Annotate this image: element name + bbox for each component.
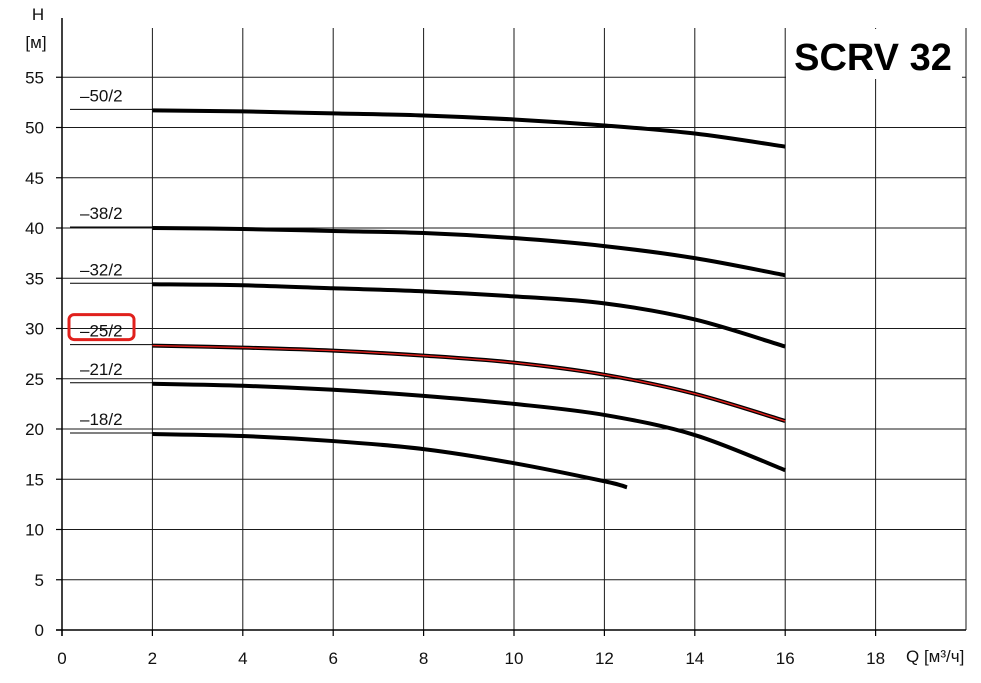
x-tick-label: 4 (238, 649, 247, 668)
x-tick-label: 6 (328, 649, 337, 668)
chart-title-box (786, 29, 962, 79)
y-tick-label: 50 (25, 119, 44, 138)
y-tick-label: 40 (25, 219, 44, 238)
series-group (152, 108, 786, 490)
series-label: –21/2 (80, 360, 123, 379)
x-tick-label: 16 (776, 649, 795, 668)
x-axis-title: Q [м³/ч] (906, 647, 964, 666)
x-tick-label: 0 (57, 649, 66, 668)
series-label: –18/2 (80, 410, 123, 429)
x-tick-label: 10 (505, 649, 524, 668)
series-label: –38/2 (80, 204, 123, 223)
y-axis-title: H (32, 5, 44, 24)
grid (62, 28, 967, 630)
y-tick-label: 30 (25, 320, 44, 339)
highlight-box (67, 313, 136, 342)
y-tick-label: 35 (25, 269, 44, 288)
series-line (152, 432, 628, 490)
chart-title: SCRV 32 (794, 37, 952, 79)
y-tick-label: 20 (25, 420, 44, 439)
axes (56, 18, 966, 636)
series-line (152, 381, 786, 473)
y-tick-label: 55 (25, 68, 44, 87)
tick-labels: 0 2 4 6 8 10 12 14 16 18 0 5 10 15 20 25 30 35 40 45 50 55 (25, 68, 885, 668)
series-line (152, 343, 786, 423)
series-line (152, 282, 786, 349)
y-tick-label: 45 (25, 169, 44, 188)
series-line-highlight (152, 344, 786, 422)
x-tick-label: 14 (685, 649, 704, 668)
x-tick-label: 12 (595, 649, 614, 668)
series-line (152, 226, 786, 278)
y-tick-label: 10 (25, 521, 44, 540)
x-tick-label: 2 (148, 649, 157, 668)
series-label: –50/2 (80, 86, 123, 105)
y-tick-label: 5 (35, 571, 44, 590)
series-label: –32/2 (80, 260, 123, 279)
y-tick-label: 0 (35, 621, 44, 640)
x-tick-label: 8 (419, 649, 428, 668)
y-axis-unit: [м] (25, 33, 46, 52)
series-line (152, 108, 786, 149)
series-labels: –50/2 –38/2 –32/2 –25/2 –21/2 –18/2 (67, 86, 153, 434)
y-tick-label: 15 (25, 470, 44, 489)
y-tick-label: 25 (25, 370, 44, 389)
x-tick-label: 18 (866, 649, 885, 668)
series-label: –25/2 (80, 322, 123, 341)
